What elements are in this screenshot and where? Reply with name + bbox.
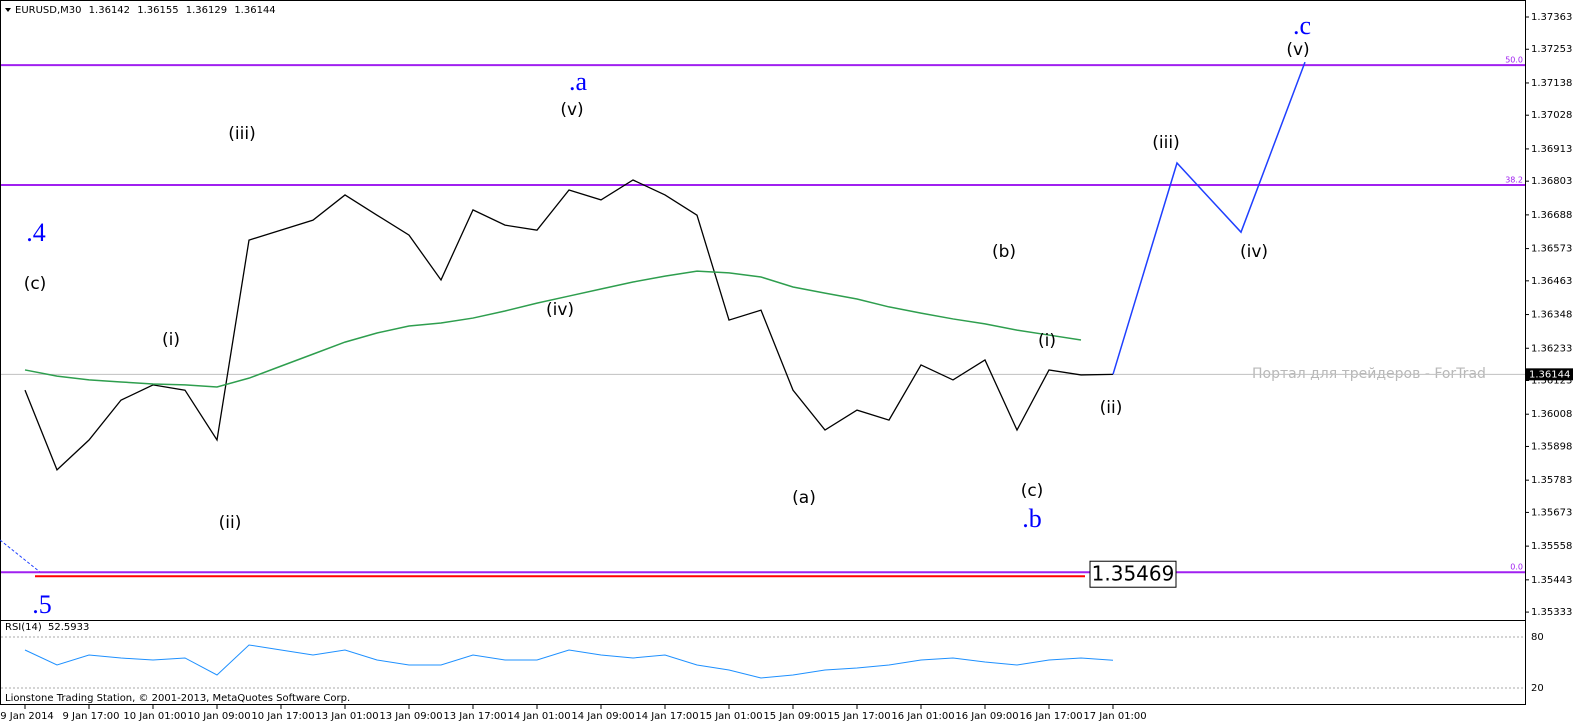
wave-label: (ii) (1100, 398, 1123, 418)
y-tick-label: 1.36233 (1531, 343, 1572, 354)
x-tick-label: 15 Jan 17:00 (827, 711, 890, 722)
rsi-line (24, 644, 1114, 679)
x-tick-label: 14 Jan 01:00 (507, 711, 570, 722)
wave-label: .5 (32, 590, 52, 619)
rsi-title: RSI(14) 52.5933 (5, 622, 89, 633)
open: 1.36142 (89, 5, 130, 16)
current-price-box (1525, 368, 1573, 381)
y-tick-label: 1.36803 (1531, 176, 1572, 187)
y-tick-label: 1.37028 (1531, 110, 1572, 121)
low: 1.36129 (186, 5, 227, 16)
y-tick-label: 1.35333 (1531, 607, 1572, 618)
high: 1.36155 (137, 5, 178, 16)
x-tick-label: 13 Jan 01:00 (315, 711, 378, 722)
wave-label: (iv) (1240, 242, 1268, 262)
y-tick-label: 1.36008 (1531, 409, 1572, 420)
close: 1.36144 (234, 5, 275, 16)
wave-label: (a) (792, 488, 816, 508)
marker-box (1089, 560, 1177, 588)
x-tick-label: 14 Jan 09:00 (571, 711, 634, 722)
y-tick-label: 1.36463 (1531, 276, 1572, 287)
y-tick-label: 1.37253 (1531, 44, 1572, 55)
y-tick-label: 1.35443 (1531, 575, 1572, 586)
fib-level-label: 0.0 (1510, 563, 1523, 572)
y-tick-label: 1.36573 (1531, 244, 1572, 255)
y-tick-label: 1.36348 (1531, 310, 1572, 321)
current-price-label: 1.36144 (1529, 369, 1570, 380)
wave-label: .c (1293, 11, 1311, 40)
x-tick-label: 14 Jan 17:00 (635, 711, 698, 722)
rsi-value: 52.5933 (48, 622, 89, 633)
prior-wave-line (0, 539, 41, 573)
fib-level-label: 50.0 (1505, 56, 1523, 65)
marker-label: 1.35469 (1092, 562, 1175, 586)
x-tick-label: 17 Jan 01:00 (1083, 711, 1146, 722)
wave-label: (v) (1286, 40, 1309, 60)
y-tick-label: 1.36688 (1531, 210, 1572, 221)
y-tick-label: 1.35673 (1531, 507, 1572, 518)
collapse-arrow[interactable] (5, 8, 11, 12)
y-tick-label: 1.36123 (1531, 376, 1572, 387)
wave-label: .b (1022, 504, 1042, 533)
x-tick-label: 10 Jan 09:00 (187, 711, 250, 722)
x-tick-label: 13 Jan 09:00 (379, 711, 442, 722)
wave-label: (i) (162, 330, 180, 350)
y-tick-label: 1.37363 (1531, 12, 1572, 23)
y-tick-label: 80 (1531, 632, 1544, 643)
header: EURUSD,M30 1.36142 1.36155 1.36129 1.361… (15, 5, 276, 16)
price-series (1112, 61, 1306, 375)
wave-label: (i) (1038, 331, 1056, 351)
rsi-panel (0, 620, 1526, 705)
footer: Lionstone Trading Station, © 2001-2013, … (5, 693, 350, 704)
wave-label: .4 (26, 218, 46, 247)
y-tick-label: 1.35898 (1531, 441, 1572, 452)
wave-label: (c) (1021, 481, 1044, 501)
y-tick-label: 20 (1531, 683, 1544, 694)
wave-label: (iii) (1152, 133, 1179, 153)
wave-label: (c) (24, 274, 47, 294)
x-tick-label: 9 Jan 2014 (0, 711, 54, 722)
symbol: EURUSD,M30 (15, 5, 81, 16)
y-tick-label: 1.35558 (1531, 541, 1572, 552)
wave-label: (v) (560, 100, 583, 120)
x-tick-label: 15 Jan 09:00 (763, 711, 826, 722)
wave-label: (iv) (546, 300, 574, 320)
y-tick-label: 1.36913 (1531, 144, 1572, 155)
fib-level-label: 38.2 (1505, 175, 1523, 184)
y-tick-label: 1.35783 (1531, 475, 1572, 486)
y-tick-label: 1.37138 (1531, 78, 1572, 89)
price-series (24, 270, 1082, 388)
price-series (24, 179, 1114, 472)
x-tick-label: 10 Jan 17:00 (251, 711, 314, 722)
x-tick-label: 16 Jan 09:00 (955, 711, 1018, 722)
x-tick-label: 16 Jan 17:00 (1019, 711, 1082, 722)
x-tick-label: 9 Jan 17:00 (63, 711, 120, 722)
rsi-name: RSI(14) (5, 622, 42, 633)
wave-label: (b) (992, 242, 1016, 262)
x-tick-label: 16 Jan 01:00 (891, 711, 954, 722)
x-tick-label: 13 Jan 17:00 (443, 711, 506, 722)
x-tick-label: 15 Jan 01:00 (699, 711, 762, 722)
wave-label: .a (569, 67, 588, 96)
x-tick-label: 10 Jan 01:00 (123, 711, 186, 722)
wave-label: (ii) (219, 513, 242, 533)
wave-label: (iii) (228, 124, 255, 144)
